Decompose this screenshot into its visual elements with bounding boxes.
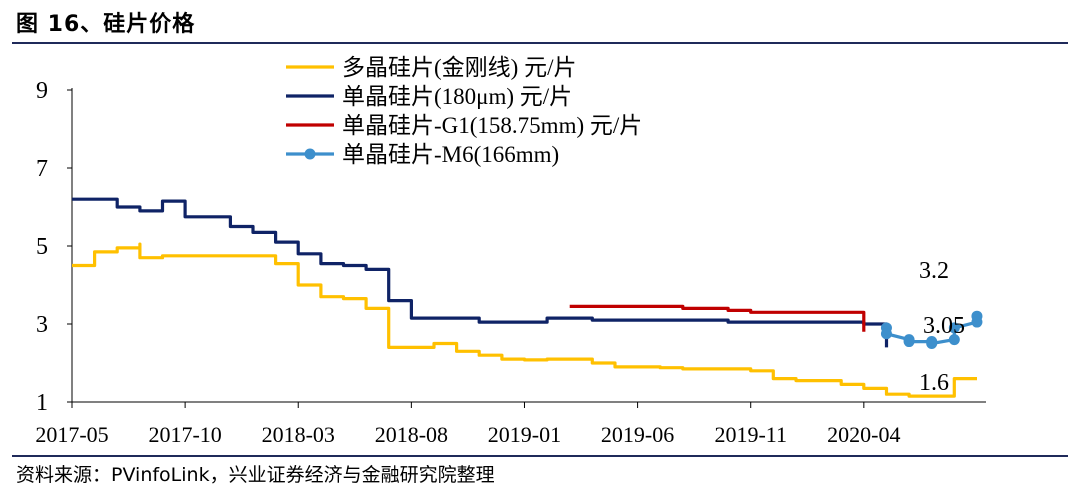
legend-label: 单晶硅片(180μm) 元/片 bbox=[342, 84, 572, 109]
legend-label: 单晶硅片-G1(158.75mm) 元/片 bbox=[342, 113, 642, 138]
x-tick-label: 2018-08 bbox=[375, 422, 448, 447]
x-tick-label: 2020-04 bbox=[827, 422, 900, 447]
annotation-label: 3.05 bbox=[923, 313, 965, 339]
title-rule bbox=[12, 42, 1068, 44]
x-tick-label: 2018-03 bbox=[262, 422, 335, 447]
x-tick-label: 2017-05 bbox=[35, 422, 108, 447]
data-point-m6 bbox=[948, 322, 960, 334]
x-tick-label: 2017-10 bbox=[148, 422, 221, 447]
legend-marker bbox=[304, 148, 316, 160]
series-line-2 bbox=[72, 197, 889, 348]
legend-label: 单晶硅片-M6(166mm) bbox=[342, 142, 559, 167]
source-rule bbox=[12, 455, 1068, 457]
data-point-m6 bbox=[971, 310, 983, 322]
data-point-m6 bbox=[948, 334, 960, 346]
series-line-1 bbox=[72, 242, 977, 398]
series-layer bbox=[72, 197, 983, 398]
chart-axes: 1 3 5 7 9 2017-05 2017-10 2018-03 2018-08 2019-01… bbox=[35, 78, 986, 447]
data-point-m6 bbox=[903, 336, 915, 348]
y-tick-label: 7 bbox=[36, 156, 48, 182]
source-note: 资料来源：PVinfoLink，兴业证券经济与金融研究院整理 bbox=[16, 464, 495, 486]
annotation-label: 3.2 bbox=[919, 258, 949, 284]
y-tick-label: 5 bbox=[36, 234, 48, 260]
series-line-3 bbox=[569, 304, 866, 332]
y-tick-label: 1 bbox=[36, 390, 48, 416]
annotation-label: 1.6 bbox=[919, 370, 949, 396]
y-tick-label: 9 bbox=[36, 78, 48, 104]
figure-title: 图 16、硅片价格 bbox=[16, 12, 196, 37]
y-tick-label: 3 bbox=[36, 312, 48, 338]
x-tick-label: 2019-01 bbox=[488, 422, 561, 447]
data-point-m6 bbox=[880, 328, 892, 340]
legend-label: 多晶硅片(金刚线) 元/片 bbox=[342, 55, 576, 80]
x-tick-label: 2019-06 bbox=[601, 422, 674, 447]
annotations: 3.2 3.05 1.6 bbox=[919, 258, 965, 396]
data-point-m6 bbox=[926, 338, 938, 349]
x-tick-label: 2019-11 bbox=[714, 422, 787, 447]
